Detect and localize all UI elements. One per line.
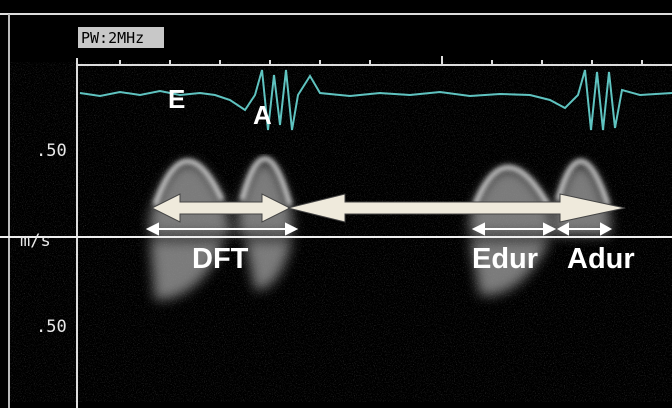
page: {"header": {"mode": "PW:2MHz"}, "scale":…	[0, 0, 672, 408]
edur-label: Edur	[472, 243, 538, 275]
mode-label: PW:2MHz	[81, 29, 144, 47]
e-wave-label: E	[168, 84, 185, 114]
scale-lower: .50	[36, 317, 67, 337]
doppler-screen: PW:2MHz .50 m/s .50 E A DFT Edur Adur	[0, 0, 672, 408]
a-wave-label: A	[253, 100, 272, 130]
dft-label: DFT	[192, 243, 249, 275]
adur-label: Adur	[567, 243, 635, 275]
scale-upper: .50	[36, 141, 67, 161]
scale-unit: m/s	[20, 231, 51, 251]
